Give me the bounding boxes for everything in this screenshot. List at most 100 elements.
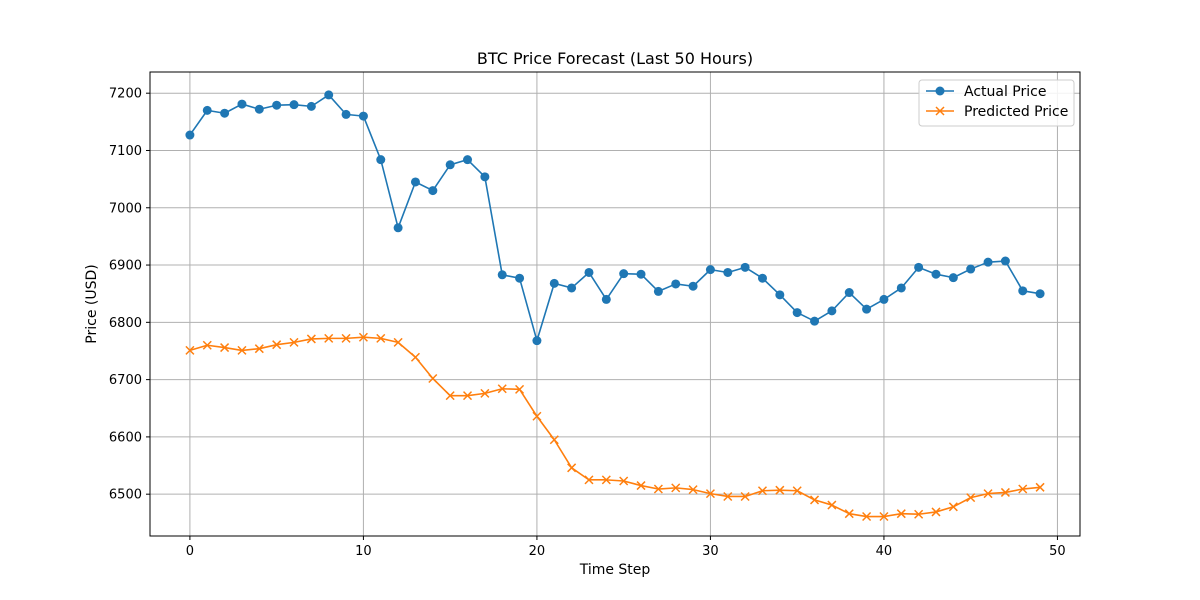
y-tick-label: 6900 — [109, 259, 142, 274]
actual-price-point — [254, 104, 264, 114]
y-tick-label: 6800 — [109, 316, 142, 331]
actual-price-point — [1035, 289, 1045, 299]
predicted-price-point — [1035, 482, 1045, 492]
y-tick-label: 6700 — [109, 373, 142, 388]
predicted-price-point — [740, 491, 750, 502]
x-marker-stroke — [653, 484, 663, 494]
x-marker-stroke — [827, 500, 837, 510]
predicted-price-point — [289, 337, 299, 347]
actual-price-point — [289, 100, 299, 110]
actual-price-point — [792, 308, 802, 318]
actual-price-point — [515, 273, 525, 283]
x-marker-stroke — [810, 495, 820, 505]
predicted-price-point — [723, 491, 733, 502]
actual-price-point — [584, 267, 594, 277]
actual-price-point — [601, 294, 611, 304]
plot-area-frame — [149, 71, 1081, 537]
predicted-price-point — [775, 485, 785, 495]
x-marker-stroke — [1000, 487, 1010, 497]
predicted-price-point — [601, 475, 611, 485]
actual-price-point — [914, 262, 924, 272]
predicted-price-point — [879, 511, 889, 522]
x-marker-stroke — [497, 384, 507, 394]
x-marker-stroke — [740, 491, 750, 502]
actual-price-point — [376, 155, 386, 165]
predicted-price-point — [220, 343, 230, 353]
predicted-price-point — [445, 391, 455, 401]
x-marker-stroke — [358, 332, 368, 342]
predicted-price-point — [844, 509, 854, 519]
actual-price-line — [189, 94, 1041, 342]
legend-entry-actual-price: Actual Price — [926, 84, 1046, 100]
actual-price-point — [757, 273, 767, 283]
actual-price-point — [220, 108, 230, 118]
x-marker-stroke — [237, 345, 247, 355]
predicted-price-point — [462, 391, 473, 401]
actual-price-point — [1018, 286, 1028, 296]
legend-entry-predicted-price: Predicted Price — [926, 104, 1068, 120]
predicted-price-point — [202, 340, 212, 350]
actual-price-point — [341, 109, 351, 119]
x-tick-label: 0 — [186, 544, 194, 559]
x-tick-label: 20 — [529, 544, 546, 559]
x-marker-stroke — [254, 344, 264, 354]
predicted-price-point — [705, 489, 715, 499]
x-tick-label: 40 — [876, 544, 893, 559]
actual-price-point — [237, 99, 247, 109]
actual-price-point — [619, 269, 629, 279]
x-marker-stroke — [445, 391, 455, 401]
predicted-price-point — [567, 463, 577, 473]
x-marker-stroke — [757, 486, 768, 496]
x-marker-stroke — [879, 511, 889, 522]
x-marker-stroke — [428, 373, 438, 383]
predicted-price-point — [185, 345, 195, 355]
x-marker-stroke — [480, 388, 490, 398]
actual-price-point — [723, 267, 733, 277]
actual-price-point — [185, 130, 195, 140]
actual-price-point — [567, 283, 577, 293]
axis-ticks: 0 10 20 30 40 50 6500 6600 6700 6800 6900 7000 7100 7… — [109, 87, 1066, 559]
x-marker-stroke — [688, 485, 698, 495]
x-marker-stroke — [515, 384, 525, 394]
predicted-price-point — [914, 509, 924, 519]
predicted-price-point — [827, 500, 837, 510]
x-marker-stroke — [775, 485, 785, 495]
series-area — [185, 90, 1045, 522]
actual-price-point — [688, 281, 698, 291]
actual-price-point — [705, 265, 715, 275]
x-marker-stroke — [671, 483, 681, 493]
actual-price-point — [480, 172, 490, 182]
predicted-price-point — [393, 337, 403, 347]
actual-price-point — [844, 288, 854, 298]
y-axis-label: Price (USD) — [84, 264, 100, 343]
predicted-price-point — [810, 495, 820, 505]
x-marker-stroke — [935, 106, 945, 116]
predicted-price-point — [532, 411, 542, 421]
predicted-price-point — [584, 475, 594, 485]
actual-price-series — [185, 90, 1045, 346]
x-marker-stroke — [1018, 484, 1028, 494]
y-tick-label: 7200 — [109, 87, 142, 102]
actual-price-point — [324, 90, 334, 100]
actual-price-point — [879, 294, 889, 304]
x-marker-stroke — [983, 489, 993, 499]
x-marker-stroke — [462, 391, 473, 401]
x-marker-stroke — [410, 352, 420, 362]
predicted-price-point — [966, 493, 976, 503]
predicted-price-point — [671, 483, 681, 493]
legend-box — [918, 79, 1075, 127]
actual-price-point — [671, 279, 681, 289]
x-marker-stroke — [220, 343, 230, 353]
legend-label-actual-price: Actual Price — [964, 84, 1046, 100]
predicted-price-series — [185, 332, 1045, 522]
predicted-price-point — [237, 345, 247, 355]
x-marker-stroke — [948, 502, 958, 512]
actual-price-point — [202, 105, 212, 115]
predicted-price-line — [189, 336, 1041, 518]
predicted-price-point — [862, 511, 872, 522]
legend: Actual Price Predicted Price — [918, 79, 1075, 127]
predicted-price-point — [619, 476, 629, 486]
actual-price-point — [931, 269, 941, 279]
predicted-price-point — [792, 486, 802, 496]
